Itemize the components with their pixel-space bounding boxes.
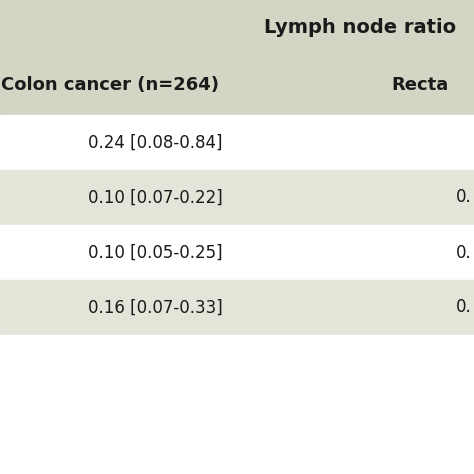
Text: 0.: 0. bbox=[456, 244, 472, 262]
Text: 0.: 0. bbox=[456, 299, 472, 317]
Text: Lymph node ratio: Lymph node ratio bbox=[264, 18, 456, 37]
Bar bbox=[0, 280, 474, 335]
Text: 0.10 [0.07-0.22]: 0.10 [0.07-0.22] bbox=[88, 189, 222, 207]
Text: 0.: 0. bbox=[456, 189, 472, 207]
Text: 0.24 [0.08-0.84]: 0.24 [0.08-0.84] bbox=[88, 134, 222, 152]
Bar bbox=[0, 335, 474, 474]
Text: 0.16 [0.07-0.33]: 0.16 [0.07-0.33] bbox=[88, 299, 222, 317]
Bar bbox=[0, 225, 474, 280]
Bar bbox=[0, 0, 474, 115]
Bar bbox=[0, 115, 474, 170]
Text: Colon cancer (n=264): Colon cancer (n=264) bbox=[1, 76, 219, 94]
Bar bbox=[0, 170, 474, 225]
Text: 0.10 [0.05-0.25]: 0.10 [0.05-0.25] bbox=[88, 244, 222, 262]
Text: Recta: Recta bbox=[392, 76, 448, 94]
